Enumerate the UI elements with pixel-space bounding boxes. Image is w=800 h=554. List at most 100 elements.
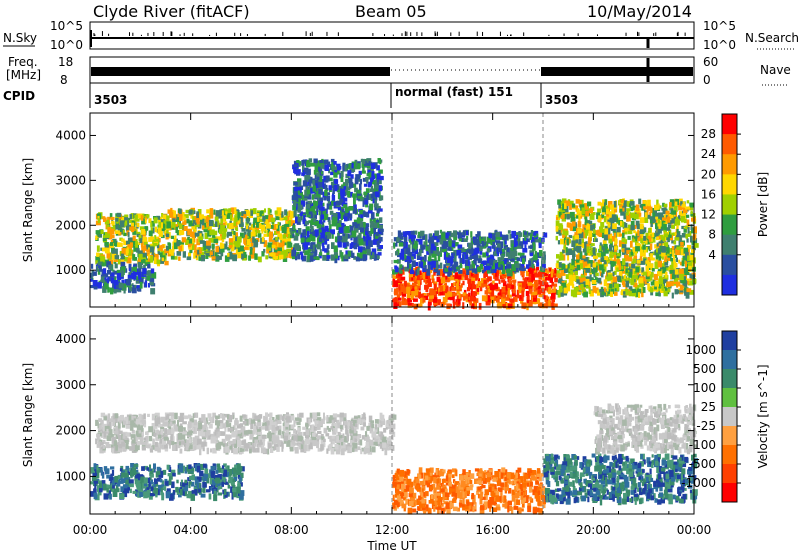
- data-cell: [115, 285, 121, 289]
- data-cell: [651, 237, 656, 243]
- data-cell: [576, 246, 579, 252]
- data-cell: [234, 236, 239, 242]
- data-cell: [144, 280, 148, 287]
- data-cell: [480, 278, 486, 284]
- data-cell: [600, 244, 604, 250]
- data-cell: [121, 247, 127, 255]
- data-cell: [532, 301, 536, 305]
- data-cell: [227, 422, 232, 428]
- data-cell: [439, 285, 444, 292]
- data-cell: [365, 245, 371, 253]
- data-cell: [284, 223, 290, 227]
- data-cell: [310, 225, 314, 232]
- data-cell: [596, 265, 600, 271]
- data-cell: [594, 248, 597, 253]
- data-cell: [389, 421, 393, 427]
- data-cell: [458, 253, 462, 259]
- data-cell: [689, 235, 693, 243]
- data-cell: [122, 284, 127, 289]
- data-cell: [109, 252, 112, 258]
- data-cell: [145, 431, 148, 435]
- data-cell: [112, 269, 115, 275]
- data-cell: [427, 264, 430, 270]
- data-cell: [437, 290, 441, 296]
- colorbar-tick-label: 4: [708, 248, 716, 262]
- data-cell: [522, 274, 525, 281]
- data-cell: [515, 232, 520, 236]
- data-cell: [581, 288, 586, 292]
- data-cell: [352, 193, 357, 198]
- data-cell: [302, 229, 306, 236]
- data-cell: [510, 269, 513, 277]
- data-cell: [540, 272, 544, 277]
- data-cell: [329, 177, 333, 182]
- data-cell: [406, 231, 412, 235]
- data-cell: [542, 276, 545, 281]
- data-cell: [334, 253, 339, 259]
- data-cell: [474, 268, 478, 274]
- data-cell: [601, 291, 605, 295]
- data-cell: [241, 228, 246, 232]
- data-cell: [463, 238, 468, 242]
- data-cell: [345, 190, 349, 196]
- data-cell: [265, 215, 269, 220]
- data-cell: [399, 301, 402, 307]
- data-cell: [651, 268, 655, 272]
- data-cell: [257, 233, 262, 238]
- data-cell: [618, 240, 623, 247]
- data-cell: [671, 218, 675, 224]
- data-cell: [274, 246, 280, 250]
- data-cell: [654, 284, 657, 290]
- data-cell: [157, 247, 160, 253]
- data-cell: [560, 270, 565, 275]
- data-cell: [565, 230, 569, 236]
- data-cell: [161, 250, 166, 256]
- data-cell: [138, 241, 141, 245]
- data-cell: [349, 216, 352, 221]
- data-cell: [136, 425, 142, 432]
- data-cell: [250, 231, 256, 237]
- data-cell: [670, 273, 673, 280]
- data-cell: [157, 251, 160, 256]
- data-cell: [429, 233, 433, 238]
- data-cell: [297, 228, 302, 235]
- data-cell: [599, 228, 605, 233]
- data-cell: [234, 207, 237, 215]
- data-cell: [514, 260, 519, 266]
- data-cell: [256, 221, 260, 228]
- data-cell: [374, 184, 380, 189]
- data-cell: [269, 209, 272, 213]
- data-cell: [613, 201, 617, 208]
- data-cell: [632, 247, 637, 253]
- data-cell: [431, 261, 436, 268]
- colorbar-tick-label: 24: [701, 147, 716, 161]
- data-cell: [228, 251, 232, 255]
- data-cell: [123, 287, 126, 294]
- data-cell: [189, 249, 193, 254]
- data-cell: [173, 242, 178, 250]
- data-cell: [311, 424, 315, 431]
- data-cell: [138, 250, 143, 255]
- data-cell: [378, 185, 382, 192]
- data-cell: [139, 281, 143, 289]
- data-cell: [393, 242, 396, 249]
- data-cell: [629, 286, 633, 290]
- data-cell: [671, 240, 676, 244]
- data-cell: [507, 253, 512, 260]
- data-cell: [588, 230, 593, 237]
- data-cell: [657, 218, 661, 224]
- data-cell: [518, 243, 522, 248]
- data-cell: [252, 246, 256, 251]
- colorbar-swatch: [722, 174, 737, 195]
- data-cell: [589, 274, 592, 281]
- data-cell: [492, 241, 495, 249]
- data-cell: [679, 198, 683, 202]
- data-cell: [417, 267, 420, 275]
- data-cell: [671, 246, 675, 250]
- data-cell: [582, 255, 586, 259]
- data-cell: [624, 212, 628, 216]
- data-cell: [324, 213, 329, 220]
- data-cell: [476, 288, 480, 292]
- data-cell: [581, 207, 586, 215]
- data-cell: [90, 278, 93, 282]
